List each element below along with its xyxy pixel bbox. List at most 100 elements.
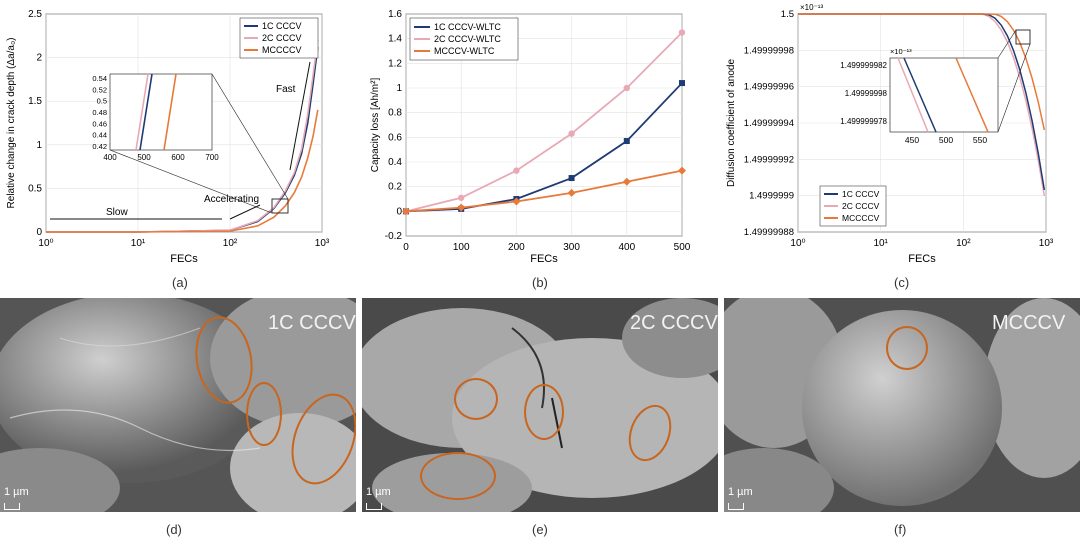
x-tick-label: 10¹: [873, 238, 888, 249]
panel-label-a: (a): [172, 275, 188, 290]
chart-c: ×10⁻¹³ 10⁰ 10¹ 10² 10³ 1.5 1.49999998 1.4999999…: [726, 3, 1054, 265]
scale-label-f: 1 µm: [728, 486, 753, 498]
crack-marker: [886, 326, 928, 370]
series-line: [46, 109, 319, 233]
x-axis-label: FECs: [908, 253, 936, 265]
arrow-fast: [289, 61, 311, 171]
y-tick-label: 1.6: [388, 9, 402, 20]
data-point: [568, 130, 575, 137]
legend: 1C CCCV-WLTC 2C CCCV-WLTC MCCCV-WLTC: [409, 17, 519, 61]
x-tick-label: 10³: [1039, 238, 1054, 249]
inset-y-tick: 0.44: [92, 131, 107, 140]
inset-x-tick: 550: [973, 135, 987, 145]
arrow-accelerating: [229, 204, 261, 220]
inset-frame: [889, 57, 999, 133]
inset-exponent-label: ×10⁻¹³: [890, 47, 912, 56]
y-tick-label: -0.2: [385, 231, 403, 242]
inset-series-line: [139, 73, 153, 151]
y-tick-label: 2.5: [28, 9, 42, 20]
x-tick-label: 10³: [315, 238, 330, 249]
sem-image-d: 1C CCCV 1 µm: [0, 298, 356, 512]
y-tick-label: 1.49999992: [744, 154, 794, 165]
sem-title-d: 1C CCCV: [268, 312, 356, 334]
zoom-line: [109, 149, 273, 214]
legend-label: MCCCCV: [842, 213, 880, 223]
inset-y-tick: 0.48: [92, 108, 107, 117]
y-tick-label: 1.5: [781, 9, 794, 20]
inset-x-tick: 400: [103, 153, 117, 162]
sem-image-e: 2C CCCV 1 µm: [362, 298, 718, 512]
series-line: [405, 31, 683, 213]
scale-bar-d: [4, 503, 20, 510]
sem-image-f: MCCCV 1 µm: [724, 298, 1080, 512]
chart-a: 10⁰ 10¹ 10² 10³ 0 0.5 1 1.5 2 2.5 FECs Relative cha…: [6, 9, 330, 265]
x-tick-label: 10²: [223, 238, 238, 249]
inset: 400 500 600 700 0.54 0.52 0.5 0.48 0.46 0.44 0.42: [92, 73, 219, 162]
y-tick-label: 1: [36, 140, 42, 151]
y-axis-label: Relative change in crack depth (Δa/a₀): [6, 38, 17, 209]
data-point: [678, 166, 686, 175]
sem-texture-d: [0, 298, 356, 512]
inset-frame: [109, 73, 213, 151]
x-tick-label: 500: [674, 242, 691, 253]
zoom-line: [997, 43, 1031, 133]
series-line: [798, 13, 1046, 131]
inset-y-tick: 0.54: [92, 74, 107, 83]
inset-series-line: [163, 73, 177, 151]
y-tick-label: 0.4: [388, 157, 402, 168]
x-tick-label: 200: [508, 242, 525, 253]
x-axis-label: FECs: [170, 253, 198, 265]
data-point: [513, 167, 520, 174]
panel-label-d: (d): [166, 522, 182, 537]
inset-y-tick: 1.499999982: [840, 61, 887, 70]
inset-series-line: [955, 57, 989, 133]
y-tick-label: 1.5: [28, 96, 42, 107]
inset-series-line: [135, 73, 149, 151]
panel-label-b: (b): [532, 275, 548, 290]
annotation-slow: Slow: [106, 207, 128, 218]
y-tick-label: 0.8: [388, 108, 402, 119]
zoom-box: [1015, 29, 1031, 45]
crack-marker: [454, 378, 498, 420]
x-axis-label: FECs: [530, 253, 558, 265]
series-line: [405, 82, 683, 213]
inset-x-tick: 700: [205, 153, 219, 162]
annotation-accelerating: Accelerating: [204, 194, 259, 205]
inset-y-tick: 0.5: [97, 97, 107, 106]
zoom-box: [271, 198, 289, 214]
y-tick-label: 2: [36, 53, 42, 64]
panel-label-e: (e): [532, 522, 548, 537]
sem-title-f: MCCCV: [992, 312, 1066, 334]
panel-label-c: (c): [894, 275, 910, 290]
legend-label: 2C CCCV: [842, 201, 880, 211]
x-tick-label: 10¹: [131, 238, 146, 249]
y-tick-label: 1.4: [388, 34, 402, 45]
inset-y-tick: 0.42: [92, 142, 107, 151]
chart-b: 0 100 200 300 400 500-0.200.20.40.60.811.21.4…: [370, 9, 691, 265]
y-tick-label: 1.49999994: [744, 118, 794, 129]
data-point: [623, 84, 630, 92]
y-tick-label: 1.4999999: [749, 191, 794, 202]
sem-title-e: 2C CCCV: [630, 312, 718, 334]
inset-series-line: [897, 57, 929, 133]
crack-marker: [246, 382, 282, 446]
data-point: [678, 29, 686, 36]
inset-x-tick: 600: [171, 153, 185, 162]
inset-y-tick: 0.46: [92, 119, 107, 128]
y-axis-label: Diffusion coefficient of anode: [726, 59, 737, 187]
data-point: [622, 177, 631, 186]
data-point: [568, 175, 575, 182]
inset-x-tick: 450: [905, 135, 919, 145]
data-point: [623, 138, 630, 145]
y-tick-label: 1.49999996: [744, 82, 794, 93]
y-tick-label: 0.6: [388, 132, 402, 143]
zoom-line: [997, 29, 1017, 59]
legend-label: 1C CCCV: [842, 189, 880, 199]
legend-label: MCCCV-WLTC: [434, 46, 495, 56]
legend-label: 1C CCCV: [262, 21, 302, 31]
legend-label: 2C CCCV: [262, 33, 302, 43]
inset-y-tick: 1.499999978: [840, 117, 887, 126]
legend-label: 1C CCCV-WLTC: [434, 22, 501, 32]
scale-label-d: 1 µm: [4, 486, 29, 498]
x-tick-label: 0: [403, 242, 409, 253]
